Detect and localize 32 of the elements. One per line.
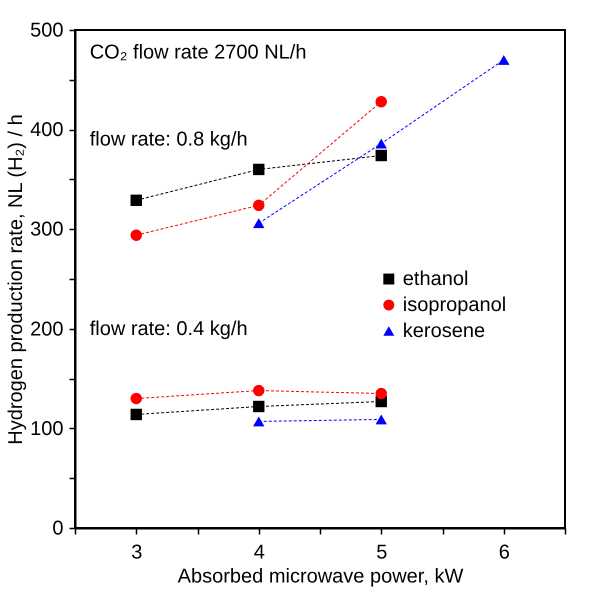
- annotation: flow rate: 0.8 kg/h: [90, 128, 248, 151]
- point: [253, 164, 264, 176]
- y-tick-label: 0: [52, 518, 64, 540]
- x-tick-label: 4: [254, 542, 265, 564]
- y-tick-label: 100: [30, 418, 64, 440]
- point: [253, 400, 264, 412]
- point: [376, 138, 387, 148]
- y-axis-title: Hydrogen production rate, NL (H₂) / h: [5, 114, 28, 445]
- point: [253, 384, 264, 396]
- point: [130, 229, 142, 241]
- annotation: flow rate: 0.4 kg/h: [90, 318, 248, 340]
- point: [130, 392, 142, 404]
- x-tick-label: 6: [498, 542, 510, 564]
- x-axis-title: Absorbed microwave power, kW: [178, 566, 464, 588]
- point: [498, 54, 510, 65]
- y-tick-label: 200: [30, 318, 64, 340]
- y-tick-label: 300: [30, 218, 64, 241]
- legend-label: ethanol: [402, 268, 468, 290]
- legend-label: isopropanol: [402, 294, 506, 316]
- point: [130, 408, 142, 420]
- y-tick-label: 500: [30, 20, 64, 42]
- y-tick-label: 400: [30, 119, 64, 142]
- point: [376, 96, 387, 108]
- annotation: CO₂ flow rate 2700 NL/h: [90, 41, 306, 64]
- point: [376, 150, 387, 162]
- point: [130, 194, 142, 206]
- point: [376, 388, 387, 400]
- x-tick-label: 5: [376, 542, 388, 564]
- x-tick-label: 3: [131, 542, 142, 564]
- point: [253, 200, 264, 211]
- legend-label: kerosene: [402, 320, 486, 342]
- point: [253, 218, 264, 228]
